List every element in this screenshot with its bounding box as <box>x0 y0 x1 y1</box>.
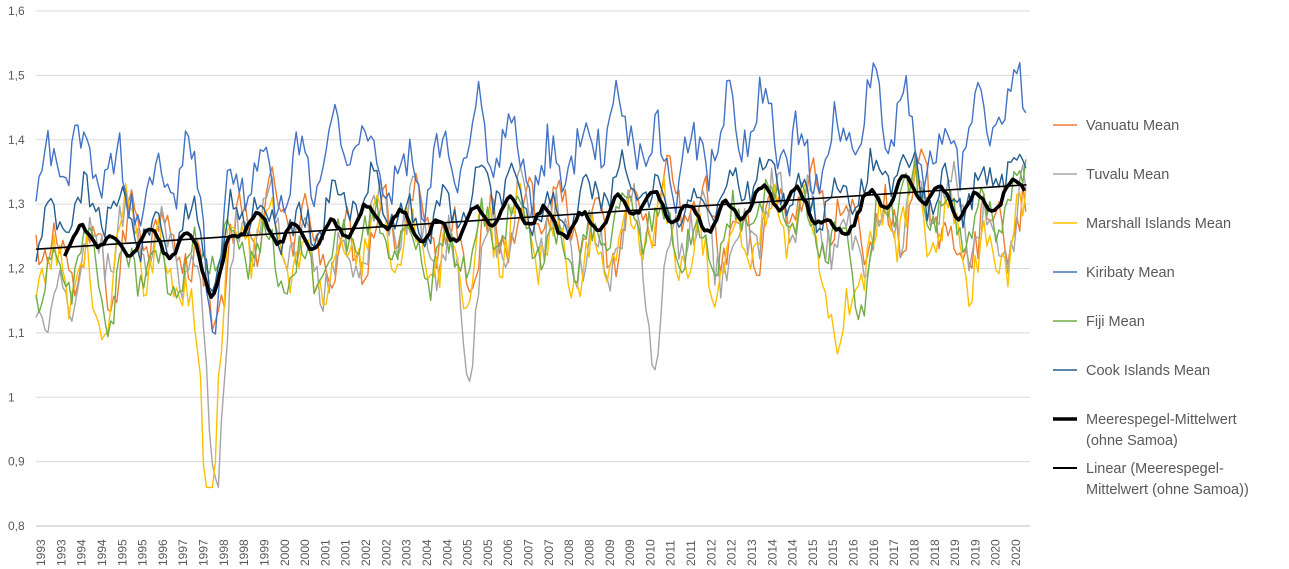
y-tick-label: 0,9 <box>8 455 25 469</box>
x-tick-label: 2015 <box>826 539 840 566</box>
legend-label-marshall: Marshall Islands Mean <box>1086 216 1231 232</box>
series-line-linear <box>35 184 1027 250</box>
x-tick-label: 2002 <box>379 539 393 566</box>
x-tick-label: 2018 <box>928 539 942 566</box>
y-tick-label: 1,3 <box>8 197 25 211</box>
x-tick-label: 2015 <box>806 539 820 566</box>
x-tick-label: 2012 <box>704 539 718 566</box>
series-line-cook <box>35 147 1027 293</box>
x-tick-label: 2010 <box>643 539 657 566</box>
legend-label-mean: Meerespegel-Mittelwert <box>1086 412 1237 428</box>
y-tick-label: 1,1 <box>8 326 25 340</box>
series-layer <box>35 62 1027 489</box>
x-tick-label: 2009 <box>603 539 617 566</box>
x-tick-label: 2007 <box>522 539 536 566</box>
x-tick-label: 2001 <box>318 539 332 566</box>
x-tick-label: 2011 <box>684 540 698 566</box>
x-tick-label: 1997 <box>197 539 211 566</box>
y-tick-label: 1,6 <box>8 4 25 18</box>
x-tick-label: 1996 <box>156 539 170 566</box>
legend-label-mean: (ohne Samoa) <box>1086 433 1178 449</box>
x-tick-label: 1993 <box>54 539 68 566</box>
x-tick-label: 2011 <box>664 540 678 566</box>
x-tick-label: 2008 <box>582 539 596 566</box>
x-tick-label: 2016 <box>867 539 881 566</box>
x-axis: 1993 1993 1994 1994 1995 1995 1996 1997 1997 1998… <box>34 525 1030 566</box>
y-tick-label: 1 <box>8 390 15 404</box>
x-tick-label: 2001 <box>339 539 353 566</box>
x-tick-label: 2000 <box>278 539 292 566</box>
y-tick-label: 1,2 <box>8 262 25 276</box>
legend-label-linear: Mittelwert (ohne Samoa)) <box>1086 482 1249 498</box>
x-tick-label: 1997 <box>176 539 190 566</box>
series-line-tuvalu <box>35 151 1027 489</box>
x-tick-label: 2000 <box>298 539 312 566</box>
x-tick-label: 2014 <box>765 539 779 566</box>
x-tick-label: 2005 <box>481 539 495 566</box>
x-tick-label: 1998 <box>217 539 231 566</box>
y-tick-label: 1,5 <box>8 68 25 82</box>
x-tick-label: 2008 <box>562 539 576 566</box>
x-tick-label: 2005 <box>461 539 475 566</box>
y-tick-label: 0,8 <box>8 519 25 533</box>
x-tick-label: 2004 <box>420 539 434 566</box>
legend-label-tuvalu: Tuvalu Mean <box>1086 167 1169 183</box>
x-tick-label: 2002 <box>359 539 373 566</box>
x-tick-label: 1998 <box>237 539 251 566</box>
series-line-fiji <box>35 159 1027 338</box>
x-tick-label: 2012 <box>725 539 739 566</box>
x-tick-label: 1995 <box>115 539 129 566</box>
x-tick-label: 2018 <box>907 539 921 566</box>
x-tick-label: 1994 <box>75 539 89 566</box>
x-tick-label: 2019 <box>948 539 962 566</box>
x-tick-label: 2013 <box>745 539 759 566</box>
x-tick-label: 2004 <box>440 539 454 566</box>
x-tick-label: 2014 <box>786 539 800 566</box>
legend-label-fiji: Fiji Mean <box>1086 314 1145 330</box>
x-tick-label: 1993 <box>34 539 48 566</box>
x-tick-label: 1994 <box>95 539 109 566</box>
x-tick-label: 2020 <box>989 539 1003 566</box>
x-tick-label: 2003 <box>400 539 414 566</box>
legend-label-vanuatu: Vanuatu Mean <box>1086 118 1179 134</box>
legend-label-kiribaty: Kiribaty Mean <box>1086 265 1175 281</box>
x-tick-label: 2006 <box>501 539 515 566</box>
legend: Vanuatu Mean Tuvalu Mean Marshall Islands … <box>1053 118 1249 498</box>
legend-label-linear: Linear (Meerespegel- <box>1086 461 1224 477</box>
series-line-kiribaty <box>35 62 1027 335</box>
x-tick-label: 1995 <box>136 539 150 566</box>
y-tick-label: 1,4 <box>8 133 25 147</box>
x-tick-label: 2020 <box>1009 539 1023 566</box>
x-tick-label: 2009 <box>623 539 637 566</box>
y-axis-ticks: 0,8 0,9 1 1,1 1,2 1,3 1,4 1,5 1,6 <box>8 4 25 533</box>
x-tick-label: 2017 <box>887 539 901 566</box>
x-tick-label: 2007 <box>542 539 556 566</box>
x-tick-label: 1999 <box>257 539 271 566</box>
x-tick-label: 2016 <box>847 539 861 566</box>
x-tick-label: 2019 <box>968 539 982 566</box>
legend-label-cook: Cook Islands Mean <box>1086 363 1210 379</box>
